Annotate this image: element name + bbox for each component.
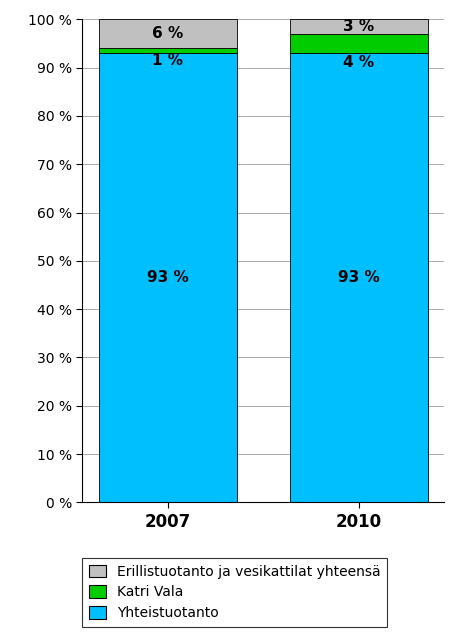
Text: 6 %: 6 % [152,26,183,41]
Text: 93 %: 93 % [147,270,189,285]
Text: 4 %: 4 % [344,55,375,70]
Text: 1 %: 1 % [152,53,183,68]
Text: 3 %: 3 % [344,19,375,34]
Bar [99,53,237,502]
Bar [99,19,237,48]
Bar [99,48,237,53]
Bar [290,33,428,53]
Bar [290,19,428,34]
Text: 93 %: 93 % [338,270,380,285]
Bar [290,53,428,502]
Legend: Erillistuotanto ja vesikattilat yhteensä, Katri Vala, Yhteistuotanto: Erillistuotanto ja vesikattilat yhteensä… [82,558,387,627]
